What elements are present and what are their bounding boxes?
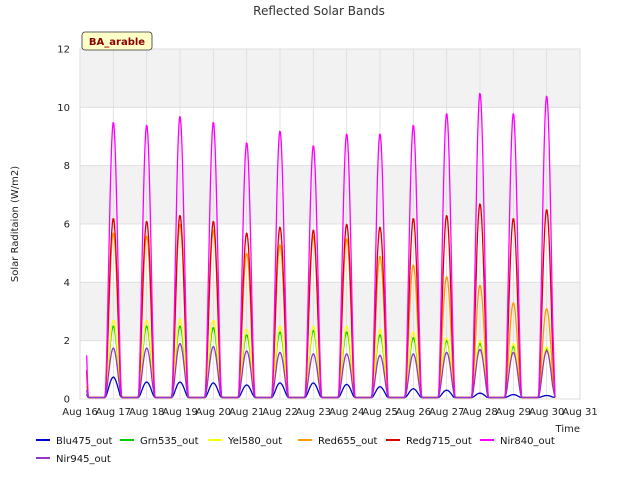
y-tick-label: 10	[57, 103, 70, 114]
x-tick-label: Aug 18	[129, 407, 164, 418]
legend-label: Blu475_out	[56, 436, 113, 447]
plot-band	[80, 165, 580, 224]
badge-box	[81, 31, 153, 51]
x-tick-label: Aug 27	[429, 407, 464, 418]
x-tick-label: Aug 24	[329, 407, 364, 418]
x-tick-label: Aug 19	[162, 407, 197, 418]
y-tick-label: 12	[57, 45, 70, 56]
badge: BA_arable	[81, 31, 153, 51]
legend-label: Red655_out	[318, 436, 378, 447]
y-tick-label: 4	[64, 278, 70, 289]
x-tick-label: Aug 17	[96, 407, 131, 418]
y-tick-label: 0	[64, 395, 70, 406]
x-tick-label: Aug 31	[562, 407, 597, 418]
x-tick-label: Aug 30	[529, 407, 564, 418]
x-tick-label: Aug 29	[496, 407, 531, 418]
x-tick-label: Aug 23	[296, 407, 331, 418]
chart-title: Reflected Solar Bands	[253, 4, 385, 18]
legend-label: Nir840_out	[500, 436, 555, 447]
y-tick-label: 8	[64, 161, 70, 172]
legend-label: Yel580_out	[227, 436, 282, 447]
x-tick-label: Aug 26	[396, 407, 431, 418]
y-axis-title: Solar Raditaion (W/m2)	[10, 166, 21, 282]
legend: Blu475_out Grn535_out Yel580_out Red655_out…	[36, 436, 555, 465]
x-axis-title: Time	[555, 424, 580, 435]
y-tick-label: 2	[64, 336, 70, 347]
legend-label: Nir945_out	[56, 454, 111, 465]
x-tick-label: Aug 25	[362, 407, 397, 418]
series-line-nir945_out	[86, 343, 556, 399]
x-tick-label: Aug 22	[262, 407, 297, 418]
plot-band	[80, 282, 580, 341]
x-tick-label: Aug 20	[196, 407, 231, 418]
y-tick-label: 6	[64, 220, 70, 231]
y-axis-ticks: 0 2 4 6 8 10 12	[57, 45, 70, 406]
legend-label: Grn535_out	[140, 436, 199, 447]
x-tick-label: Aug 28	[462, 407, 497, 418]
plot-band	[80, 49, 580, 108]
x-tick-label: Aug 16	[62, 407, 97, 418]
x-tick-label: Aug 21	[229, 407, 264, 418]
legend-label: Redg715_out	[406, 436, 472, 447]
badge-label: BA_arable	[89, 37, 145, 48]
series-layer	[86, 92, 556, 399]
